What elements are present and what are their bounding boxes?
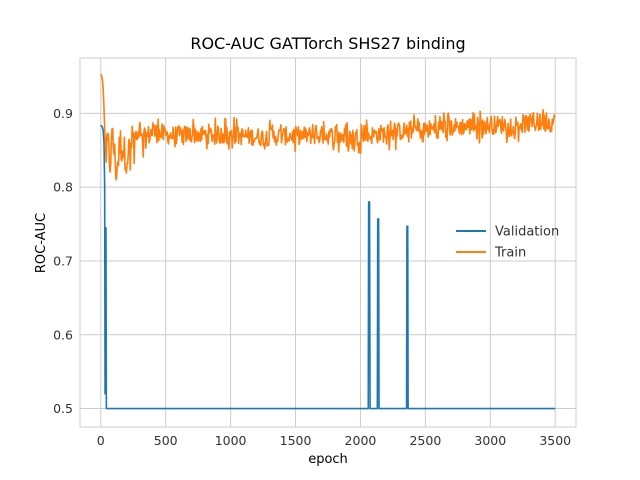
x-tick-label: 1000 [215,433,247,448]
plot-area [80,58,576,427]
x-tick-label: 500 [154,433,178,448]
x-tick-label: 2000 [345,433,377,448]
grid-lines [80,58,576,427]
y-tick-label: 0.6 [53,327,73,342]
y-tick-labels: 0.5 0.6 0.7 0.8 0.9 [53,106,73,416]
legend-label-train: Train [494,246,526,261]
legend-label-validation: Validation [495,225,559,240]
y-axis-label: ROC-AUC [34,213,49,273]
series-layer [100,73,556,410]
x-tick-label: 0 [97,433,105,448]
y-tick-label: 0.7 [53,253,73,268]
series-line-validation [100,124,556,410]
x-tick-label: 2500 [409,433,441,448]
x-tick-label: 3500 [539,433,571,448]
chart-title: ROC-AUC GATTorch SHS27 binding [190,34,465,53]
series-line-train [100,73,556,181]
y-tick-label: 0.9 [53,106,73,121]
x-tick-label: 3000 [474,433,506,448]
x-tick-label: 1500 [280,433,312,448]
x-tick-labels: 0 500 1000 1500 2000 2500 3000 3500 [97,433,571,448]
y-tick-label: 0.8 [53,180,73,195]
legend: Validation Train [456,225,559,261]
plot-frame [79,57,577,428]
x-axis-label: epoch [308,452,348,467]
y-tick-label: 0.5 [53,401,73,416]
